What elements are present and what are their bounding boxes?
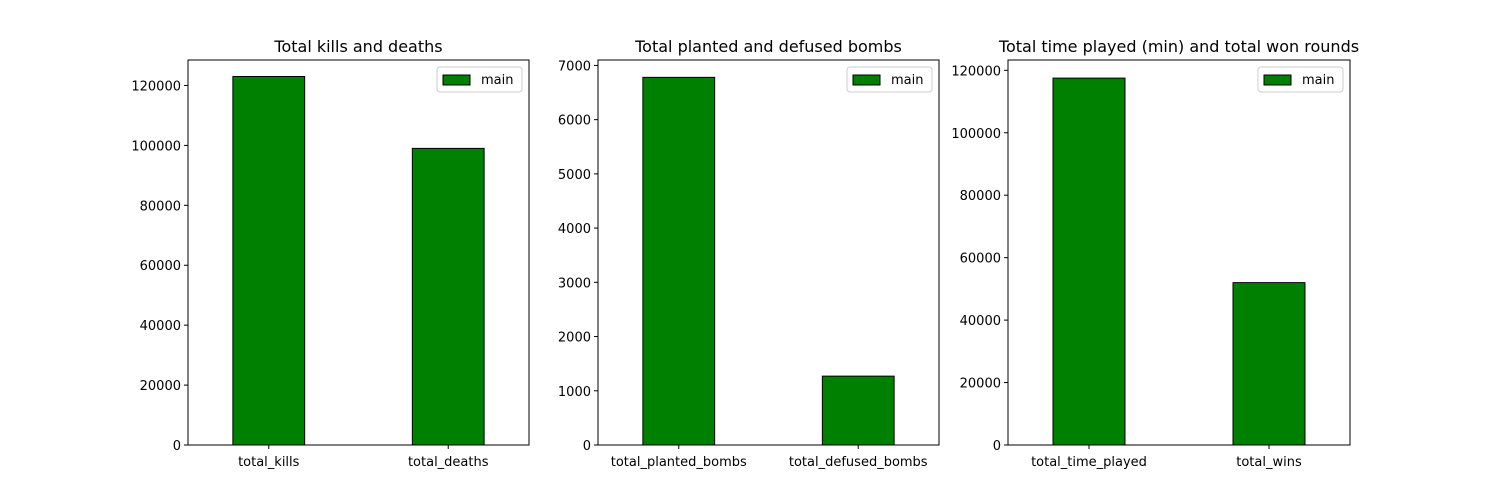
chart-3: total_time_played total_wins 0 20000 40000 60… — [951, 37, 1359, 470]
y-tick-label: 4000 — [558, 222, 591, 237]
legend-box — [1257, 66, 1344, 93]
bar-total_planted_bombs — [642, 76, 716, 446]
y-tick-label: 80000 — [140, 199, 181, 214]
y-tick-label: 60000 — [960, 252, 1001, 267]
legend: main — [436, 66, 523, 93]
legend-swatch — [852, 74, 881, 86]
y-tick-label: 0 — [993, 439, 1001, 454]
bar-total_time_played — [1052, 77, 1126, 446]
chart-title: Total time played (min) and total won ro… — [998, 37, 1359, 56]
axes-frame — [187, 59, 530, 446]
y-tick-label: 20000 — [140, 379, 181, 394]
legend: main — [846, 66, 933, 93]
y-tick-label: 3000 — [558, 276, 591, 291]
y-tick-label: 5000 — [558, 168, 591, 183]
chart-title: Total planted and defused bombs — [634, 37, 902, 56]
y-tick-label: 2000 — [558, 331, 591, 346]
y-tick-label: 40000 — [960, 314, 1001, 329]
y-tick-label: 0 — [173, 439, 181, 454]
bar-total_kills — [232, 75, 306, 446]
chart-2: total_planted_bombs total_defused_bombs 0 1… — [558, 37, 940, 470]
legend-swatch — [442, 74, 471, 86]
legend-label: main — [1302, 73, 1334, 88]
y-tick-label: 40000 — [140, 319, 181, 334]
y-tick-label: 120000 — [131, 79, 181, 94]
chart-1: total_kills total_deaths 0 20000 40000 60000 8… — [131, 37, 530, 470]
x-tick-label: total_kills — [238, 455, 300, 470]
axes-frame — [1007, 59, 1351, 446]
x-tick-label: total_wins — [1236, 455, 1302, 470]
bar-total_deaths — [411, 147, 485, 446]
legend-box — [436, 66, 523, 93]
y-tick-label: 0 — [583, 439, 591, 454]
y-tick-label: 100000 — [951, 127, 1001, 142]
legend: main — [1257, 66, 1344, 93]
x-tick-label: total_time_played — [1031, 455, 1147, 470]
x-tick-label: total_deaths — [408, 455, 489, 470]
legend-box — [846, 66, 933, 93]
bar-total_defused_bombs — [821, 375, 895, 446]
y-tick-label: 20000 — [960, 377, 1001, 392]
legend-label: main — [891, 73, 923, 88]
y-tick-label: 120000 — [951, 64, 1001, 79]
y-tick-label: 60000 — [140, 259, 181, 274]
chart-title: Total kills and deaths — [273, 37, 442, 56]
y-tick-label: 100000 — [131, 139, 181, 154]
y-tick-label: 80000 — [960, 189, 1001, 204]
x-tick-label: total_planted_bombs — [611, 455, 747, 470]
y-tick-label: 6000 — [558, 114, 591, 129]
x-tick-label: total_defused_bombs — [789, 455, 928, 470]
y-tick-label: 7000 — [558, 59, 591, 74]
legend-label: main — [481, 73, 513, 88]
bar-total_wins — [1232, 282, 1306, 446]
axes-frame — [597, 59, 940, 446]
legend-swatch — [1263, 74, 1292, 86]
y-tick-label: 1000 — [558, 385, 591, 400]
